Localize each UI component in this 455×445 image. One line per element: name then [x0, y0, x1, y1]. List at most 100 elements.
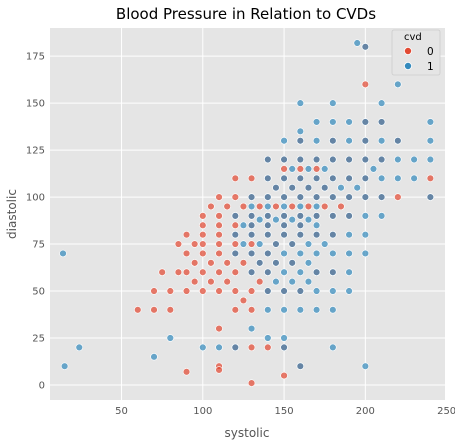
data-point [223, 202, 231, 211]
data-point [247, 240, 256, 248]
data-point [150, 353, 158, 361]
data-point [231, 268, 240, 276]
data-point [280, 249, 288, 258]
data-point [345, 174, 353, 183]
data-point [239, 221, 248, 229]
data-point [288, 165, 296, 173]
data-point [255, 215, 264, 224]
data-point [361, 362, 370, 370]
data-point [361, 43, 370, 51]
data-point [377, 118, 386, 126]
data-point [215, 366, 223, 374]
data-point [190, 277, 199, 286]
data-point [345, 230, 353, 239]
data-point [255, 259, 264, 267]
data-point [304, 183, 313, 192]
y-tick-label: 100 [26, 193, 45, 204]
data-point [207, 277, 215, 286]
data-point [199, 343, 207, 352]
data-point [312, 287, 321, 295]
data-point [304, 202, 313, 211]
data-point [231, 230, 240, 239]
data-point [231, 343, 240, 352]
data-point [329, 212, 337, 220]
data-point [361, 174, 370, 183]
y-tick-label: 0 [39, 380, 45, 391]
series-1 [59, 39, 435, 370]
data-point [361, 137, 370, 145]
data-point [247, 287, 256, 295]
legend-title: cvd [404, 32, 422, 43]
data-point [247, 343, 256, 352]
data-point [247, 174, 256, 183]
data-point [304, 259, 313, 267]
data-point [215, 249, 223, 258]
data-point [207, 202, 215, 211]
data-point [280, 343, 288, 352]
data-point [215, 268, 223, 276]
data-point [199, 230, 207, 239]
data-point [247, 212, 256, 220]
data-point [377, 193, 386, 201]
data-point [321, 183, 329, 192]
data-point [75, 343, 83, 352]
data-point [60, 362, 69, 370]
data-point [361, 249, 370, 258]
data-point [296, 99, 305, 107]
data-point [215, 324, 223, 333]
x-tick-label: 100 [193, 406, 212, 417]
data-point [329, 174, 337, 183]
data-point [255, 202, 264, 211]
data-point [426, 118, 435, 126]
data-point [59, 249, 67, 258]
data-point [296, 249, 305, 258]
y-tick-label: 175 [26, 52, 45, 63]
data-point [199, 249, 207, 258]
data-point [231, 193, 240, 201]
data-point [394, 155, 402, 164]
y-axis-label: diastolic [5, 189, 19, 239]
data-point [361, 80, 370, 89]
data-point [264, 212, 272, 220]
data-point [329, 287, 337, 295]
data-point [215, 343, 223, 352]
data-point [150, 306, 158, 314]
data-point [280, 268, 288, 276]
data-point [426, 193, 435, 201]
data-point [329, 193, 337, 201]
data-point [215, 287, 223, 295]
data-point [312, 212, 321, 220]
data-point [280, 165, 288, 173]
data-point [345, 118, 353, 126]
data-point [345, 287, 353, 295]
data-point [329, 268, 337, 276]
data-point [264, 249, 272, 258]
data-point [426, 155, 435, 164]
x-tick-label: 50 [115, 406, 128, 417]
data-point [199, 268, 207, 276]
data-point [353, 183, 361, 192]
data-point [174, 268, 183, 276]
data-point [280, 174, 288, 183]
data-point [223, 277, 231, 286]
y-tick-label: 25 [32, 334, 45, 345]
data-point [199, 212, 207, 220]
data-point [247, 379, 256, 387]
data-point [329, 230, 337, 239]
data-point [329, 249, 337, 258]
data-point [361, 212, 370, 220]
data-point [288, 183, 296, 192]
data-point [312, 230, 321, 239]
data-point [426, 137, 435, 145]
legend-marker-0 [403, 47, 412, 56]
data-point [215, 240, 223, 248]
y-tick-label: 75 [32, 240, 45, 251]
data-point [329, 343, 337, 352]
data-point [304, 215, 313, 224]
data-point [166, 287, 174, 295]
data-point [394, 174, 402, 183]
data-point [272, 240, 280, 248]
data-point [264, 174, 272, 183]
data-point [199, 221, 207, 229]
data-point [239, 202, 248, 211]
